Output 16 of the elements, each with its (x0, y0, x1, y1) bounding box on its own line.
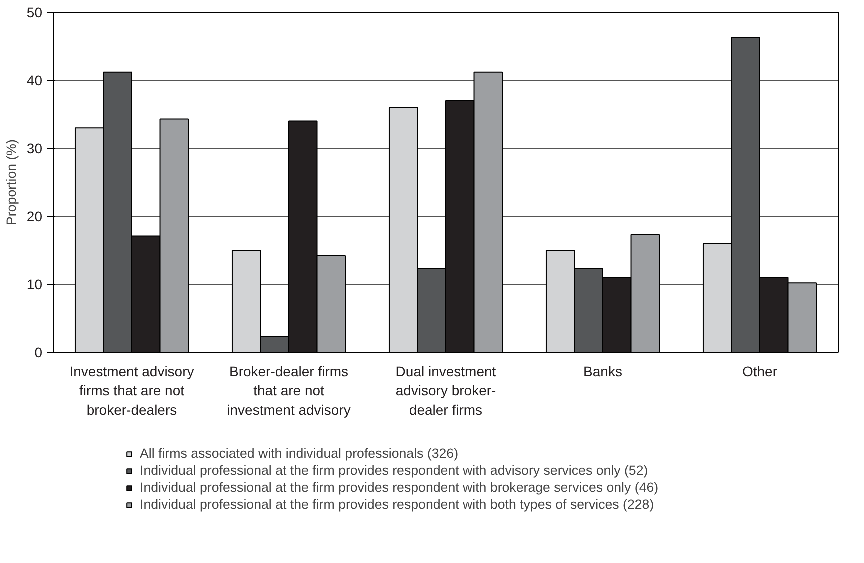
x-tick-label: Investment advisory firms that are not broker-dealers (70, 364, 194, 418)
x-tick-label: Broker-dealer firms that are not investment advisory (227, 364, 351, 418)
y-tick-label: 30 (26, 140, 43, 156)
legend-label: Individual professional at the firm provides respondent with brokerage services only (46) (140, 480, 659, 495)
y-tick-label: 10 (26, 276, 43, 292)
y-tick-label: 20 (26, 208, 43, 224)
y-tick-label: 0 (34, 344, 43, 360)
x-tick-label: Other (742, 364, 778, 380)
x-tick-label: Banks (584, 364, 622, 380)
y-tick-label: 50 (26, 4, 43, 20)
x-tick-label: Dual investment advisory broker-dealer firms (396, 364, 497, 418)
legend-label: Individual professional at the firm provides respondent with advisory services only (52) (140, 463, 648, 478)
legend-label: All firms associated with individual professionals (326) (140, 446, 459, 461)
y-axis-title: Proportion (%) (4, 140, 19, 226)
y-tick-label: 40 (26, 72, 43, 88)
legend-label: Individual professional at the firm provides respondent with both types of services (228) (140, 497, 654, 512)
